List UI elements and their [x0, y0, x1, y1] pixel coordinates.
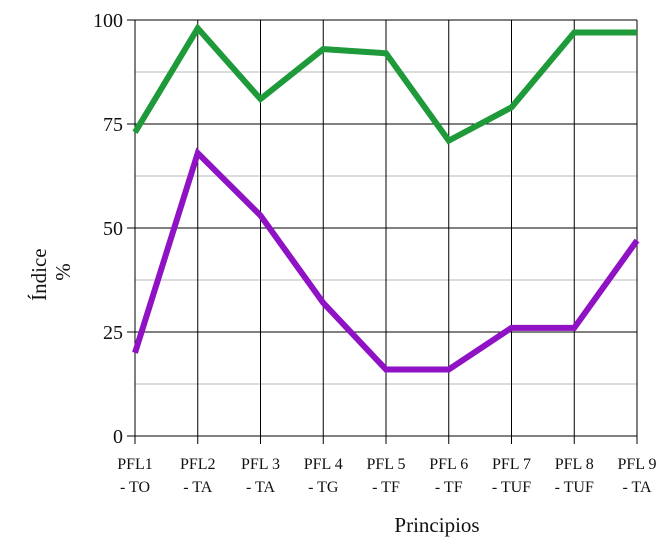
series-layer: [132, 23, 640, 373]
series-line-1: [132, 23, 637, 145]
x-tick-label-line: - TUF: [492, 479, 531, 496]
x-tick-label-line: - TG: [308, 479, 339, 496]
y-tick-label: 0: [113, 426, 123, 448]
grid: [127, 19, 638, 444]
x-tick-label: PFL 6 - TF: [429, 456, 468, 496]
x-tick-label-line: PFL 7: [492, 456, 531, 473]
series-line-2: [132, 147, 640, 373]
x-tick-label-line: PFL1: [117, 456, 153, 473]
x-tick-label: PFL 3 - TA: [241, 456, 280, 496]
x-tick-label: PFL1 - TO: [117, 456, 153, 496]
x-tick-label-line: - TA: [622, 479, 652, 496]
x-tick-label-line: PFL 5: [367, 456, 406, 473]
y-tick-label: 25: [103, 322, 123, 344]
x-tick-label: PFL 5 - TF: [367, 456, 406, 496]
y-tick-label: 75: [103, 114, 123, 136]
x-tick-label-line: - TF: [372, 479, 400, 496]
x-tick-label-line: PFL 6: [429, 456, 468, 473]
x-tick-label: PFL 8 - TUF: [555, 456, 594, 496]
x-tick-label-line: PFL 3: [241, 456, 280, 473]
x-tick-label-line: PFL2: [180, 456, 216, 473]
x-tick-label-line: PFL 9: [618, 456, 657, 473]
x-tick-label: PFL 4 - TG: [304, 456, 343, 496]
y-tick-label: 100: [93, 10, 123, 32]
x-tick-label-line: - TA: [183, 479, 213, 496]
y-axis-label-line2: %: [51, 263, 75, 281]
x-axis-tick-labels: PFL1 - TO PFL2 - TA PFL 3 - TA PFL 4 - TG PFL 5 -…: [117, 456, 656, 496]
x-tick-label-line: - TF: [435, 479, 463, 496]
x-axis-label: Principios: [394, 513, 479, 537]
x-tick-label-line: - TO: [120, 479, 150, 496]
y-axis-label: Índice %: [27, 243, 75, 301]
x-tick-label: PFL 9 - TA: [618, 456, 657, 496]
y-axis-tick-labels: 0 25 50 75 100: [93, 10, 123, 448]
y-tick-label: 50: [103, 218, 123, 240]
x-tick-label: PFL2 - TA: [180, 456, 216, 496]
y-axis-label-line1: Índice: [27, 248, 51, 300]
x-tick-label-line: - TUF: [555, 479, 594, 496]
x-tick-label-line: - TA: [246, 479, 276, 496]
x-tick-label-line: PFL 8: [555, 456, 594, 473]
x-tick-label: PFL 7 - TUF: [492, 456, 531, 496]
x-tick-label-line: PFL 4: [304, 456, 343, 473]
